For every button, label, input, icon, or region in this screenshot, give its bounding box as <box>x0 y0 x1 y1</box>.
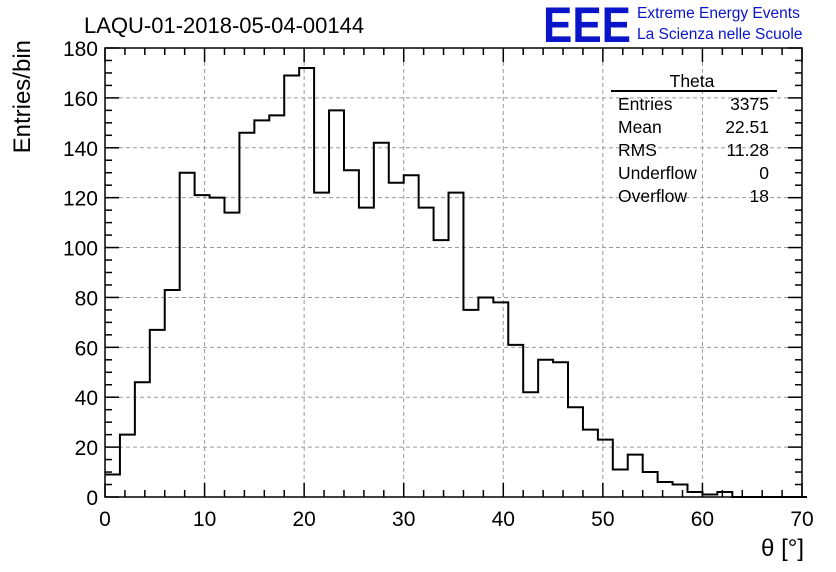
y-tick-label: 40 <box>75 387 98 410</box>
y-axis-label: Entries/bin <box>9 40 36 153</box>
x-tick-label: 30 <box>392 508 415 531</box>
y-tick-label: 120 <box>63 188 98 211</box>
run-title: LAQU-01-2018-05-04-00144 <box>84 13 364 38</box>
histogram-bin <box>419 208 434 497</box>
x-tick-label: 10 <box>193 508 216 531</box>
histogram-outline <box>105 66 807 498</box>
histogram-bin <box>538 360 553 497</box>
histogram-bin <box>553 362 568 497</box>
histogram-bin <box>359 208 374 497</box>
y-tick-label: 100 <box>63 238 98 261</box>
histogram-bin <box>568 407 583 497</box>
histogram-bin <box>195 195 210 497</box>
y-tick-labels: 0 20 40 60 80 100 120 140 160 180 <box>63 38 98 510</box>
histogram-bin <box>389 183 404 497</box>
histogram-bin <box>224 213 239 497</box>
eee-logo: EEE Extreme Energy Events La Scienza nel… <box>543 0 802 53</box>
histogram-bin <box>180 173 195 497</box>
stats-value: 0 <box>759 163 769 183</box>
stats-label: RMS <box>618 140 657 160</box>
stats-value: 22.51 <box>725 117 769 137</box>
y-tick-label: 160 <box>63 88 98 111</box>
stats-label: Mean <box>618 117 662 137</box>
histogram-bin <box>613 470 628 497</box>
histogram-bin <box>493 302 508 497</box>
y-tick-label: 0 <box>86 487 98 510</box>
histogram-bin <box>299 68 314 497</box>
histogram-bin <box>150 330 165 497</box>
histogram-bin <box>658 482 673 497</box>
histogram-bin <box>449 193 464 497</box>
stats-value: 18 <box>750 186 769 206</box>
plot-frame <box>104 47 803 498</box>
x-tick-label: 70 <box>790 508 813 531</box>
histogram-bin <box>284 75 299 497</box>
stats-label: Entries <box>618 94 673 114</box>
stats-label: Overflow <box>618 186 687 206</box>
y-tick-label: 180 <box>63 38 98 61</box>
stats-value: 11.28 <box>727 140 770 160</box>
y-tick-label: 80 <box>75 287 98 310</box>
grid-lines <box>105 48 802 497</box>
histogram-bin <box>673 485 688 497</box>
histogram-bin <box>254 120 269 497</box>
histogram-bin <box>628 455 643 497</box>
histogram-bin <box>508 345 523 497</box>
y-tick-label: 20 <box>75 437 98 460</box>
histogram-bin <box>598 440 613 497</box>
histogram-bin <box>105 475 120 497</box>
stats-label: Underflow <box>618 163 697 183</box>
x-tick-label: 20 <box>292 508 315 531</box>
histogram-bin <box>643 472 658 497</box>
x-tick-label: 50 <box>591 508 614 531</box>
eee-logo-line1: Extreme Energy Events <box>637 5 800 22</box>
axis-ticks <box>104 47 803 498</box>
histogram-bin <box>135 382 150 497</box>
histogram-bin <box>523 392 538 497</box>
stats-value: 3375 <box>730 94 769 114</box>
histogram-bin <box>583 430 598 497</box>
histogram-bin <box>404 175 419 497</box>
histogram-bin <box>344 170 359 497</box>
histogram-bin <box>269 115 284 497</box>
histogram-bin <box>165 290 180 497</box>
histogram-bin <box>239 133 254 497</box>
eee-logo-line2: La Scienza nelle Scuole <box>637 26 802 43</box>
x-axis-label: θ [°] <box>761 535 804 562</box>
y-tick-label: 60 <box>75 337 98 360</box>
eee-logo-mark: EEE <box>543 0 631 53</box>
y-tick-label: 140 <box>63 138 98 161</box>
stats-rows: Entries 3375 Mean 22.51 RMS 11.28 Underflow 0 Ov… <box>618 94 769 206</box>
x-tick-label: 60 <box>691 508 714 531</box>
histogram-bin <box>374 143 389 497</box>
histogram-bin <box>314 193 329 497</box>
histogram-bin <box>463 310 478 497</box>
x-tick-labels: 0 10 20 30 40 50 60 70 <box>99 508 814 531</box>
histogram-bin <box>434 240 449 497</box>
x-tick-label: 40 <box>492 508 515 531</box>
x-tick-label: 0 <box>99 508 111 531</box>
stats-box: Theta Entries 3375 Mean 22.51 RMS 11.28 Underf… <box>611 71 777 206</box>
histogram-bin <box>120 435 135 497</box>
histogram-bin <box>329 110 344 497</box>
stats-title: Theta <box>670 71 715 91</box>
